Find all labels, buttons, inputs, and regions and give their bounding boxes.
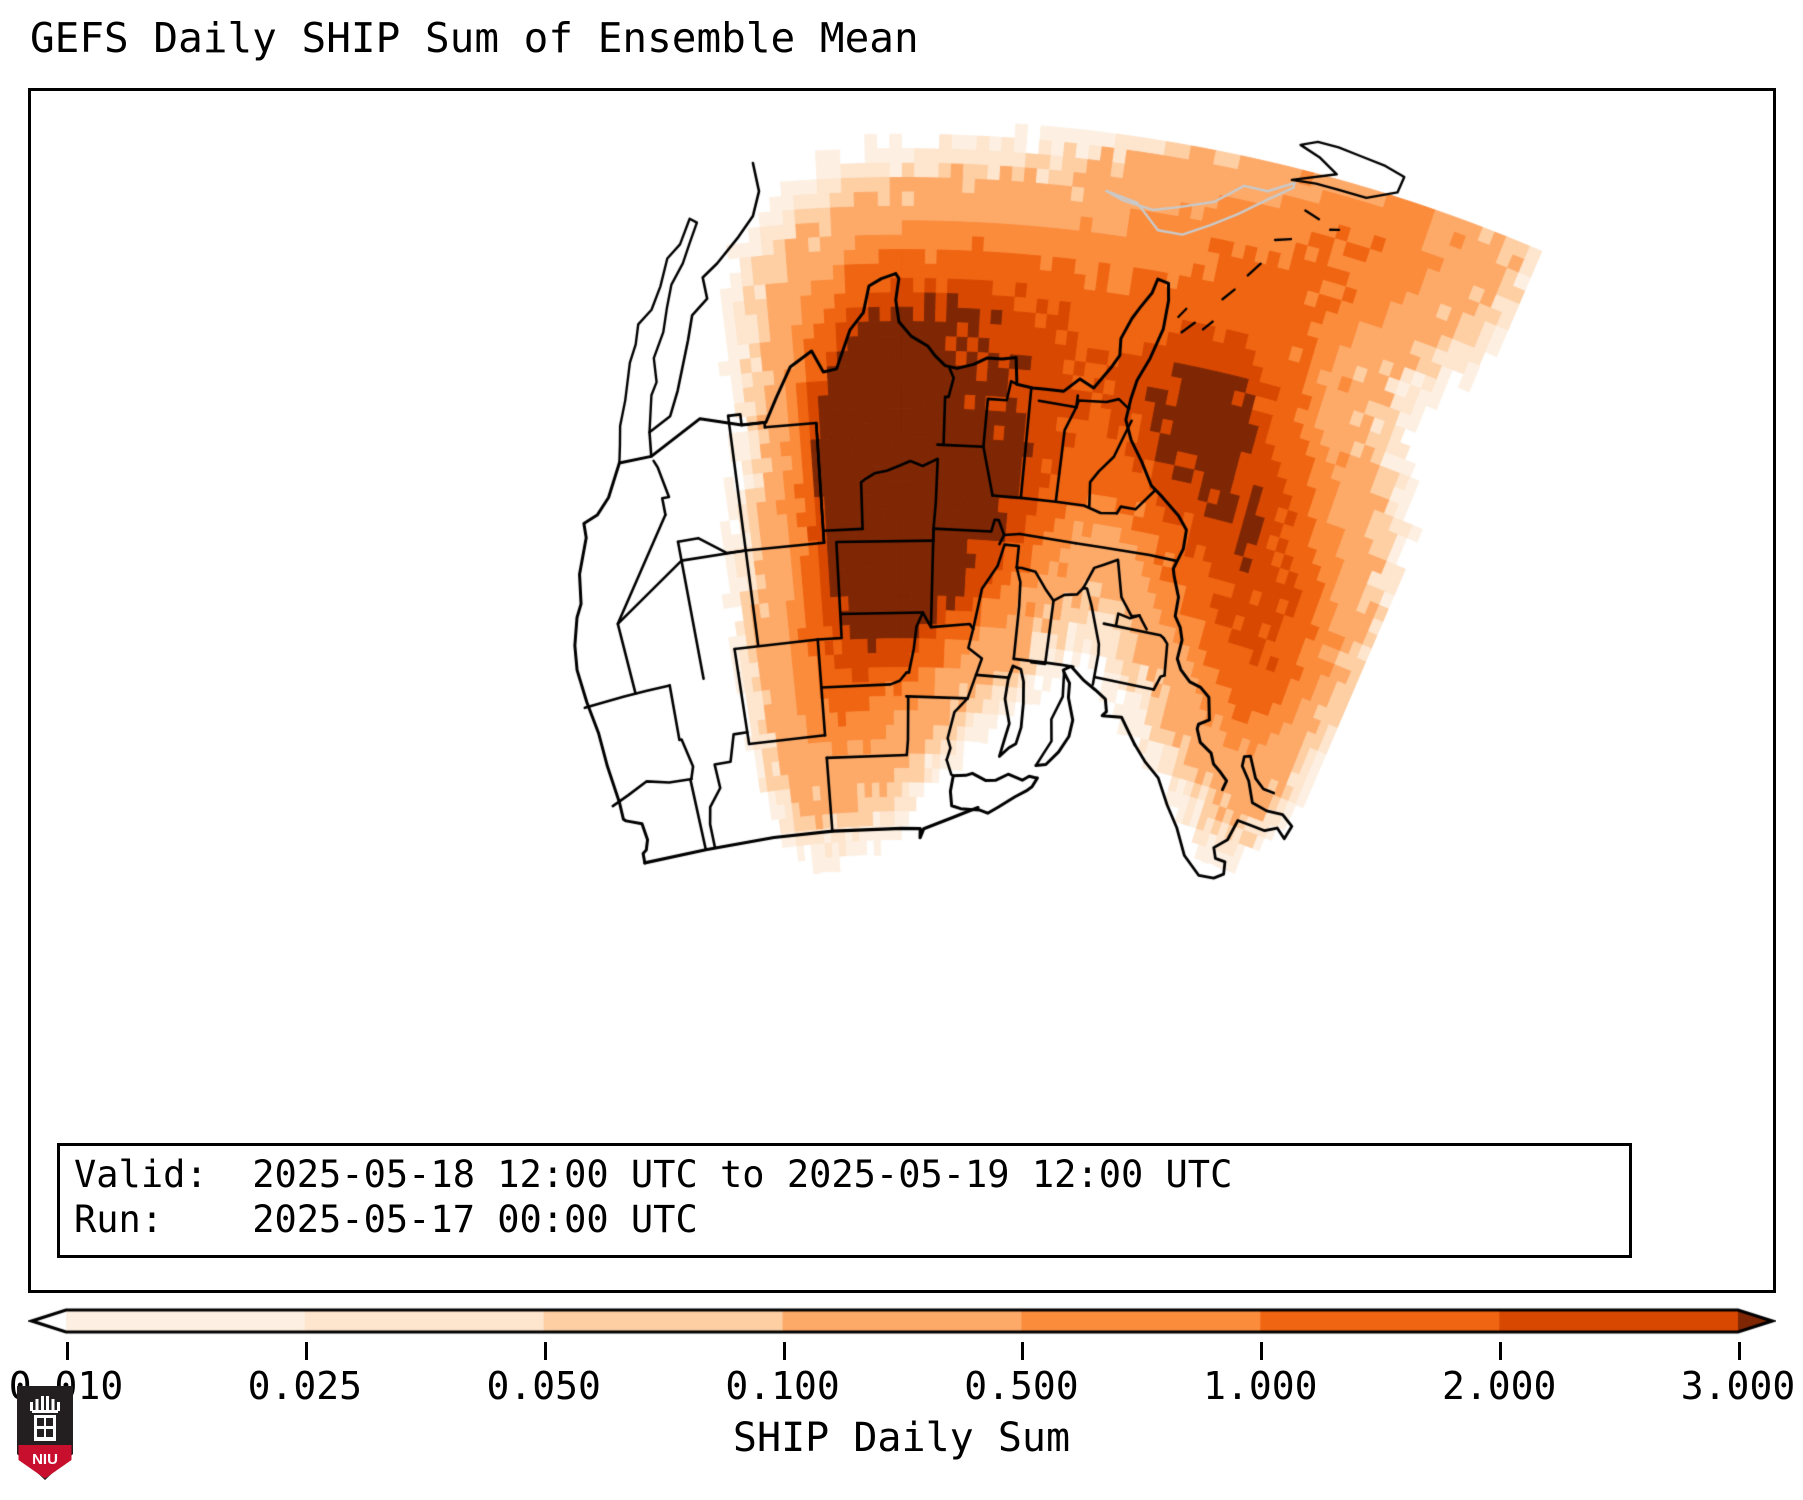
colorbar-tick-mark [66, 1342, 69, 1360]
colorbar-tick-label: 0.025 [247, 1364, 363, 1408]
colorbar-tick-mark [543, 1342, 547, 1360]
niu-logo: NIU [17, 1386, 73, 1480]
colorbar-gradient [28, 1302, 1776, 1350]
valid-time-text: Valid: 2025-05-18 12:00 UTC to 2025-05-1… [74, 1153, 1233, 1196]
map-heatmap-canvas [31, 91, 1773, 1290]
colorbar-tick-label: 0.100 [725, 1364, 840, 1408]
colorbar-tick-label: 3.000 [1680, 1364, 1796, 1408]
colorbar-tick-mark [1021, 1342, 1025, 1360]
colorbar-tick-mark [304, 1342, 308, 1360]
colorbar-tick-label: 2.000 [1441, 1364, 1557, 1408]
page-title: GEFS Daily SHIP Sum of Ensemble Mean [30, 14, 919, 62]
colorbar-tick-mark [1738, 1342, 1741, 1360]
colorbar-tick-mark [1260, 1342, 1264, 1360]
colorbar-tick-label: 1.000 [1203, 1364, 1318, 1408]
colorbar-tick-mark [1499, 1342, 1503, 1360]
map-plot-area [28, 88, 1776, 1293]
forecast-info-box: Valid: 2025-05-18 12:00 UTC to 2025-05-1… [57, 1143, 1632, 1258]
niu-logo-text: NIU [32, 1451, 58, 1468]
run-time-text: Run: 2025-05-17 00:00 UTC [74, 1198, 698, 1241]
colorbar-tick-mark [782, 1342, 786, 1360]
colorbar-tick-label: 0.050 [486, 1364, 601, 1408]
colorbar-axis-label: SHIP Daily Sum [732, 1415, 1071, 1461]
colorbar-tick-label: 0.500 [964, 1364, 1079, 1408]
